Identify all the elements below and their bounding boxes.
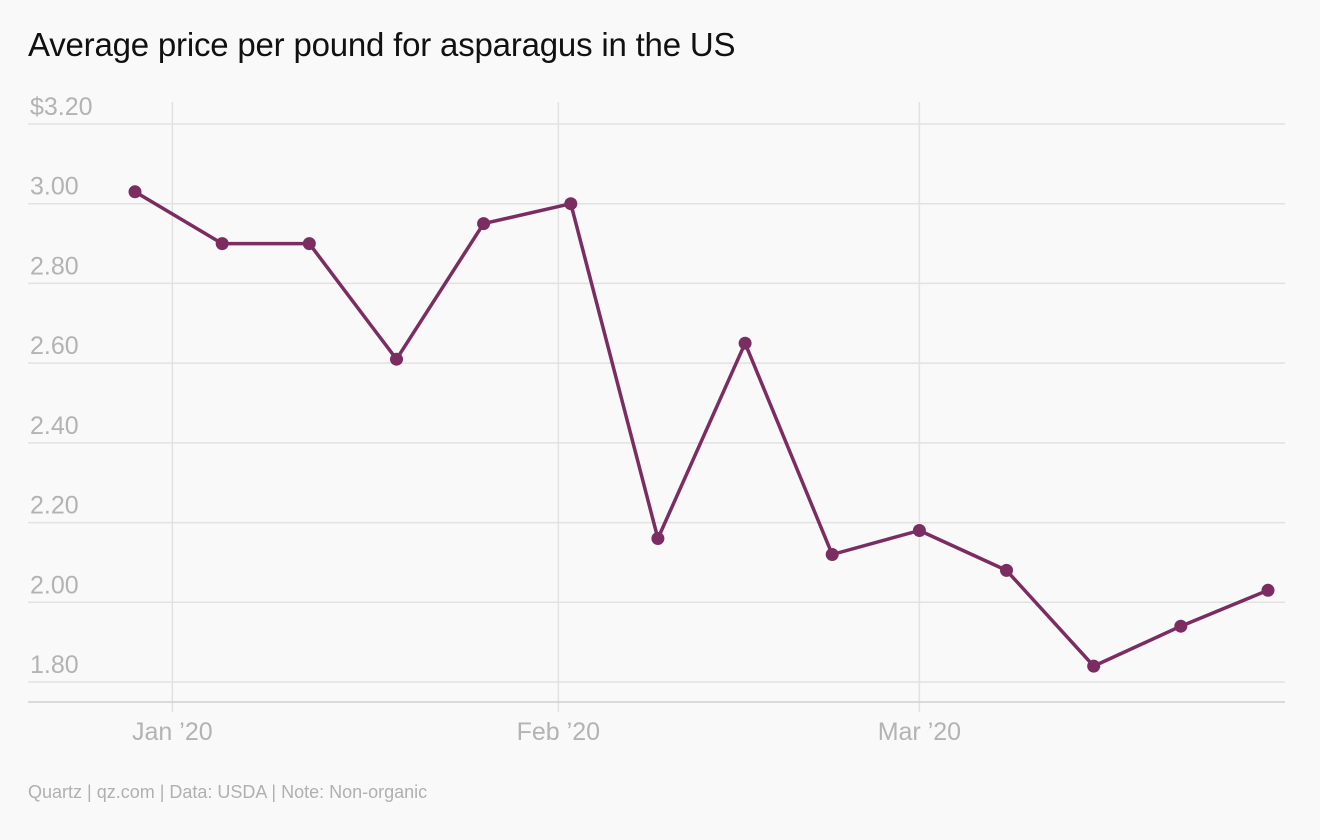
y-tick-label: 2.20 <box>30 492 79 520</box>
source-footer: Quartz | qz.com | Data: USDA | Note: Non… <box>28 782 428 802</box>
y-tick-label: $3.20 <box>30 93 93 121</box>
chart-title: Average price per pound for asparagus in… <box>28 26 736 63</box>
data-point <box>302 237 316 251</box>
y-tick-label: 2.60 <box>30 332 79 360</box>
series-line <box>133 190 1270 668</box>
data-point <box>1261 583 1275 597</box>
data-point <box>825 548 839 561</box>
y-tick-label: 2.00 <box>30 571 79 599</box>
y-tick-label: 2.40 <box>30 412 79 440</box>
y-tick-label: 2.80 <box>30 252 79 280</box>
data-point <box>912 524 926 537</box>
data-point <box>564 197 578 211</box>
y-tick-label: 1.80 <box>30 651 79 679</box>
series <box>128 185 1275 673</box>
y-tick-label: 3.00 <box>30 173 79 201</box>
axes: 1.80 2.00 2.20 2.40 2.60 2.80 3.00 $3.20 Jan ’20… <box>28 93 1285 746</box>
data-point <box>1000 563 1013 577</box>
grid <box>28 102 1285 712</box>
x-tick-label: Feb ’20 <box>517 718 600 746</box>
data-point <box>651 532 665 545</box>
data-point <box>215 237 229 251</box>
data-point <box>1087 659 1101 673</box>
data-point <box>128 185 142 199</box>
x-tick-label: Mar ’20 <box>878 718 961 746</box>
data-point <box>390 352 403 366</box>
data-point <box>477 217 491 231</box>
x-tick-label: Jan ’20 <box>132 718 213 746</box>
data-point <box>738 336 752 350</box>
data-point <box>1174 619 1188 633</box>
